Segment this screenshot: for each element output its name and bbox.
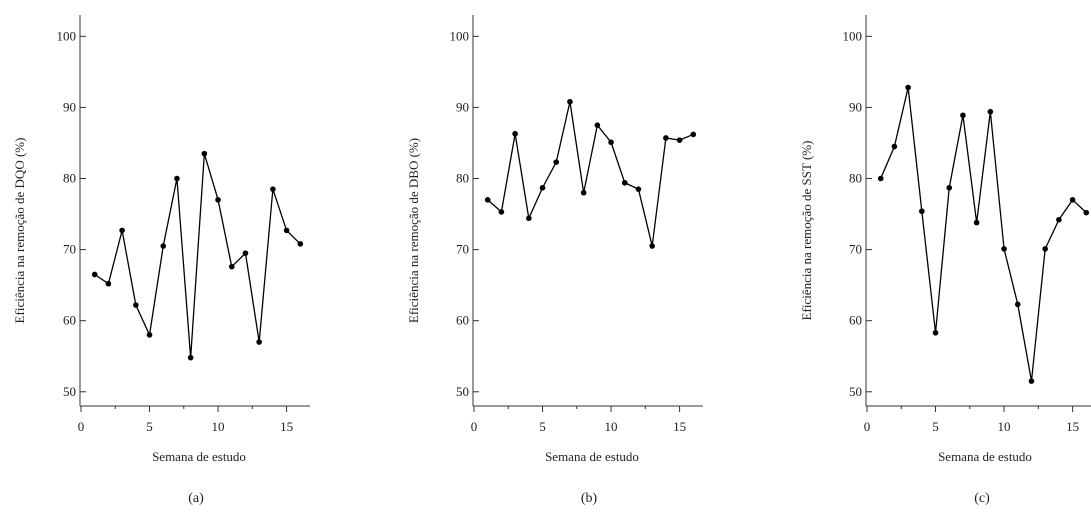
data-point bbox=[960, 112, 966, 118]
panel-label: (a) bbox=[188, 491, 204, 506]
data-point bbox=[581, 190, 587, 196]
data-point bbox=[919, 208, 925, 214]
x-axis-label: Semana de estudo bbox=[938, 449, 1032, 464]
data-point bbox=[229, 264, 235, 270]
data-point bbox=[1042, 246, 1048, 252]
data-point bbox=[933, 330, 939, 336]
x-tick-label: 5 bbox=[932, 419, 939, 434]
x-axis-label: Semana de estudo bbox=[152, 449, 246, 464]
data-point bbox=[878, 176, 884, 182]
x-tick-label: 10 bbox=[605, 419, 618, 434]
x-tick-label: 0 bbox=[78, 419, 85, 434]
data-point bbox=[663, 135, 669, 141]
y-tick-label: 50 bbox=[849, 384, 862, 399]
data-point bbox=[512, 131, 518, 137]
chart-panel-a: 50 60 70 80 90 100 0 5 10 15 Semana de estudo Efici… bbox=[12, 15, 310, 506]
data-point bbox=[284, 228, 290, 234]
series-line bbox=[881, 88, 1087, 382]
series-line bbox=[488, 102, 694, 246]
y-axis-label: Eficiência na remoção de DQO (%) bbox=[12, 138, 27, 324]
data-point bbox=[608, 139, 614, 145]
x-tick-label: 0 bbox=[471, 419, 478, 434]
data-point bbox=[215, 197, 221, 203]
data-point bbox=[622, 180, 628, 186]
x-tick-label: 15 bbox=[1066, 419, 1079, 434]
data-point bbox=[270, 186, 276, 192]
chart-panel-c: 50 60 70 80 90 100 0 5 10 15 Semana de estudo Efici… bbox=[799, 15, 1091, 506]
data-point bbox=[92, 272, 98, 278]
y-tick-label: 100 bbox=[57, 28, 77, 43]
data-point bbox=[188, 355, 194, 361]
data-point bbox=[553, 159, 559, 165]
x-axis-label: Semana de estudo bbox=[545, 449, 639, 464]
y-tick-label: 70 bbox=[63, 242, 76, 257]
data-point bbox=[1083, 210, 1089, 216]
data-point bbox=[974, 220, 980, 226]
y-tick-label: 70 bbox=[849, 242, 862, 257]
data-point bbox=[892, 144, 898, 150]
y-tick-label: 60 bbox=[849, 313, 862, 328]
data-point bbox=[988, 109, 994, 115]
x-tick-label: 5 bbox=[539, 419, 546, 434]
data-point bbox=[1015, 302, 1021, 308]
data-point bbox=[147, 332, 153, 338]
x-tick-label: 10 bbox=[212, 419, 225, 434]
y-tick-label: 80 bbox=[849, 171, 862, 186]
data-point bbox=[1001, 246, 1007, 252]
data-point bbox=[499, 209, 505, 215]
y-axis-label: Eficiência na remoção de DBO (%) bbox=[406, 138, 421, 323]
data-point bbox=[1029, 378, 1035, 384]
y-tick-label: 90 bbox=[456, 99, 469, 114]
data-point bbox=[649, 243, 655, 249]
data-point bbox=[256, 339, 262, 345]
data-point bbox=[636, 186, 642, 192]
series-line bbox=[95, 154, 301, 358]
y-tick-label: 90 bbox=[63, 99, 76, 114]
data-point bbox=[526, 216, 532, 222]
y-tick-label: 50 bbox=[63, 384, 76, 399]
y-tick-label: 60 bbox=[456, 313, 469, 328]
panel-label: (c) bbox=[974, 491, 990, 506]
data-point bbox=[567, 99, 573, 105]
y-tick-label: 80 bbox=[63, 171, 76, 186]
data-point bbox=[540, 185, 546, 191]
y-tick-label: 50 bbox=[456, 384, 469, 399]
data-point bbox=[106, 281, 112, 287]
panel-label: (b) bbox=[581, 491, 598, 506]
x-tick-label: 10 bbox=[998, 419, 1011, 434]
data-point bbox=[485, 197, 491, 203]
data-point bbox=[595, 122, 601, 128]
data-point bbox=[119, 228, 125, 234]
data-point bbox=[946, 185, 952, 191]
data-point bbox=[690, 132, 696, 138]
data-point bbox=[160, 243, 166, 249]
chart-panel-b: 50 60 70 80 90 100 0 5 10 15 Semana de estudo Efici… bbox=[406, 15, 703, 506]
x-tick-label: 15 bbox=[280, 419, 293, 434]
y-tick-label: 100 bbox=[843, 28, 863, 43]
y-tick-label: 100 bbox=[450, 28, 470, 43]
y-tick-label: 60 bbox=[63, 313, 76, 328]
data-point bbox=[174, 176, 180, 182]
x-tick-label: 5 bbox=[146, 419, 153, 434]
data-point bbox=[677, 137, 683, 143]
y-axis-label: Eficiência na remoção de SST (%) bbox=[799, 141, 814, 321]
x-tick-label: 0 bbox=[864, 419, 871, 434]
data-point bbox=[297, 241, 303, 247]
data-point bbox=[1070, 197, 1076, 203]
data-point bbox=[905, 85, 911, 91]
x-tick-label: 15 bbox=[673, 419, 686, 434]
y-tick-label: 70 bbox=[456, 242, 469, 257]
data-point bbox=[202, 151, 208, 157]
y-tick-label: 80 bbox=[456, 171, 469, 186]
y-tick-label: 90 bbox=[849, 99, 862, 114]
data-point bbox=[1056, 217, 1062, 223]
data-point bbox=[133, 302, 139, 308]
data-point bbox=[243, 250, 249, 256]
